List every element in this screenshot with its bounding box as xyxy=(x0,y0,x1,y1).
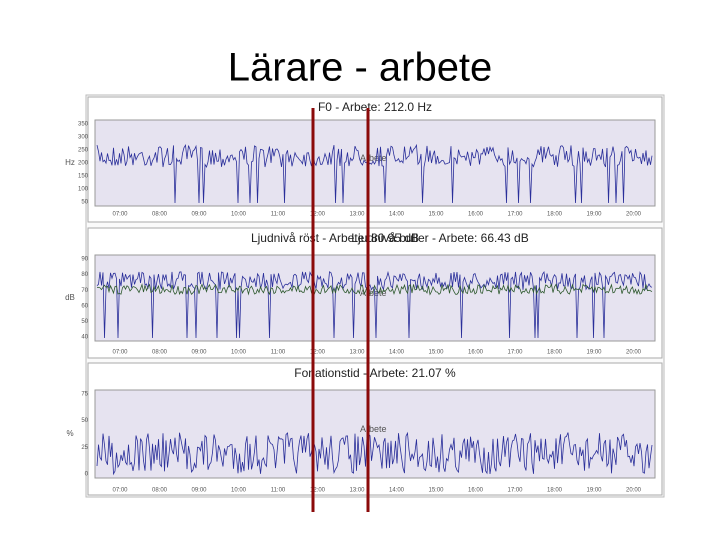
y-tick-label: 60 xyxy=(81,303,88,309)
x-tick-label: 12:00 xyxy=(310,488,326,494)
axis-label: % xyxy=(66,429,73,438)
y-tick-label: 200 xyxy=(78,161,89,167)
annotation: Arbete xyxy=(360,288,387,298)
x-tick-label: 09:00 xyxy=(191,350,207,356)
x-tick-label: 12:00 xyxy=(310,350,326,356)
x-tick-label: 13:00 xyxy=(349,212,365,218)
x-tick-label: 19:00 xyxy=(586,212,602,218)
x-tick-label: 17:00 xyxy=(507,212,523,218)
panel-title: F0 - Arbete: 212.0 Hz xyxy=(318,100,432,114)
signal-trace xyxy=(96,270,653,339)
x-tick-label: 14:00 xyxy=(389,350,405,356)
x-tick-label: 17:00 xyxy=(507,350,523,356)
panel-title: Ljudnivå buller - Arbete: 66.43 dB xyxy=(351,231,528,245)
y-tick-label: 80 xyxy=(81,272,88,278)
x-tick-label: 19:00 xyxy=(586,350,602,356)
x-tick-label: 18:00 xyxy=(547,350,563,356)
x-tick-label: 10:00 xyxy=(231,350,247,356)
y-tick-label: 25 xyxy=(81,445,88,451)
x-tick-label: 15:00 xyxy=(428,350,444,356)
x-tick-label: 10:00 xyxy=(231,212,247,218)
x-tick-label: 13:00 xyxy=(349,350,365,356)
x-tick-label: 14:00 xyxy=(389,488,405,494)
x-tick-label: 20:00 xyxy=(626,212,642,218)
x-tick-label: 15:00 xyxy=(428,488,444,494)
x-tick-label: 07:00 xyxy=(112,350,128,356)
x-tick-label: 11:00 xyxy=(271,212,286,218)
x-tick-label: 11:00 xyxy=(271,488,286,494)
panel-title: Ljudnivå röst - Arbete: 80.95 dB xyxy=(251,231,419,245)
y-tick-label: 70 xyxy=(81,288,88,294)
x-tick-label: 19:00 xyxy=(586,488,602,494)
x-tick-label: 07:00 xyxy=(112,488,128,494)
x-tick-label: 20:00 xyxy=(626,350,642,356)
slide-title: Lärare - arbete xyxy=(228,46,493,90)
x-tick-label: 08:00 xyxy=(152,350,168,356)
y-tick-label: 250 xyxy=(78,148,89,154)
x-tick-label: 08:00 xyxy=(152,212,168,218)
y-tick-label: 40 xyxy=(81,335,88,341)
y-tick-label: 300 xyxy=(78,135,89,141)
y-tick-label: 50 xyxy=(81,418,88,424)
signal-trace xyxy=(96,143,653,204)
axis-label: dB xyxy=(65,293,75,302)
y-tick-label: 150 xyxy=(78,174,89,180)
x-tick-label: 16:00 xyxy=(468,350,484,356)
signal-trace xyxy=(96,283,653,296)
x-tick-label: 09:00 xyxy=(191,212,207,218)
y-tick-label: 50 xyxy=(81,200,88,206)
x-tick-label: 11:00 xyxy=(271,350,286,356)
x-tick-label: 18:00 xyxy=(547,212,563,218)
x-tick-label: 08:00 xyxy=(152,488,168,494)
y-tick-label: 75 xyxy=(81,392,88,398)
y-tick-label: 90 xyxy=(81,257,88,263)
x-tick-label: 20:00 xyxy=(626,488,642,494)
x-tick-label: 15:00 xyxy=(428,212,444,218)
axis-label: Hz xyxy=(65,158,75,167)
x-tick-label: 10:00 xyxy=(231,488,247,494)
panel-title: Fonationstid - Arbete: 21.07 % xyxy=(294,366,456,380)
annotation: Arbete xyxy=(360,153,387,163)
y-tick-label: 0 xyxy=(85,472,89,478)
y-tick-label: 50 xyxy=(81,319,88,325)
plot-area xyxy=(94,389,656,479)
x-tick-label: 14:00 xyxy=(389,212,405,218)
annotation: Arbete xyxy=(360,424,387,434)
y-tick-label: 100 xyxy=(78,187,89,193)
y-tick-label: 350 xyxy=(78,122,89,128)
x-tick-label: 18:00 xyxy=(547,488,563,494)
signal-trace xyxy=(96,431,653,476)
x-tick-label: 13:00 xyxy=(349,488,365,494)
x-tick-label: 09:00 xyxy=(191,488,207,494)
x-tick-label: 16:00 xyxy=(468,488,484,494)
x-tick-label: 16:00 xyxy=(468,212,484,218)
x-tick-label: 07:00 xyxy=(112,212,128,218)
x-tick-label: 17:00 xyxy=(507,488,523,494)
x-tick-label: 12:00 xyxy=(310,212,326,218)
